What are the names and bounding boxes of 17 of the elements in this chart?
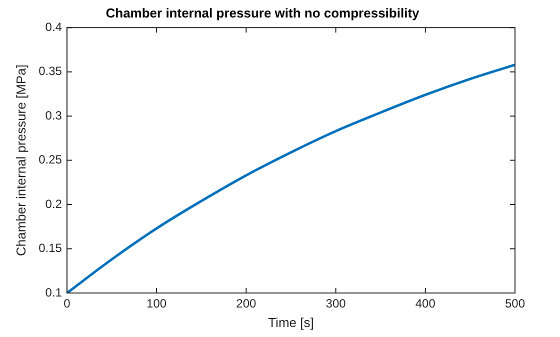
- line-series: [66, 64, 515, 293]
- y-tick-label: 0.3: [45, 108, 62, 122]
- chart-title: Chamber internal pressure with no compressibility: [106, 5, 420, 20]
- x-tick-label: 200: [236, 296, 257, 311]
- x-tick-label: 0: [64, 296, 71, 311]
- y-tick-label: 0.4: [45, 20, 62, 34]
- y-tick-label: 0.1: [45, 285, 62, 300]
- x-tick-label: 300: [326, 296, 346, 311]
- y-tick-label: 0.35: [38, 64, 62, 78]
- y-axis-title: Chamber internal pressure [MPa]: [13, 64, 28, 256]
- y-tick-label: 0.2: [45, 196, 62, 211]
- y-tick-label: 0.25: [38, 152, 62, 167]
- y-tick-label: 0.15: [38, 241, 62, 256]
- x-tick-label: 100: [146, 296, 167, 311]
- x-tick-label: 400: [415, 296, 436, 311]
- x-axis-title: Time [s]: [268, 314, 314, 330]
- x-tick-label: 500: [504, 296, 526, 311]
